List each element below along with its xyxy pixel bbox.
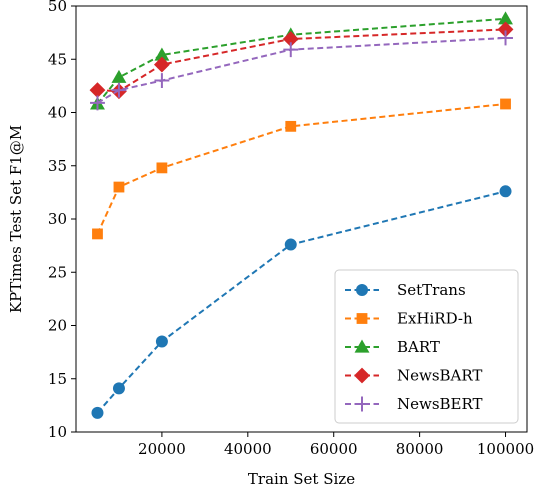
legend-marker [356, 284, 368, 296]
legend-label: NewsBERT [397, 395, 483, 413]
plot-area [89, 11, 514, 419]
y-tick-label: 30 [48, 210, 67, 228]
legend-marker [354, 367, 370, 384]
series-line [96, 36, 506, 104]
y-tick-label: 50 [48, 0, 67, 15]
x-tick-label: 80000 [396, 440, 444, 458]
legend-entry: BART [345, 338, 440, 356]
data-point [284, 238, 297, 251]
y-tick-label: 25 [48, 263, 67, 281]
x-tick-label: 100000 [477, 440, 534, 458]
data-point [499, 185, 512, 198]
series-newsbert [90, 30, 513, 111]
y-tick-label: 10 [48, 423, 67, 441]
legend-entry: ExHiRD-h [345, 310, 473, 328]
series-line [96, 17, 506, 105]
data-point [498, 11, 513, 25]
data-point [154, 73, 170, 88]
legend-marker [354, 339, 370, 353]
data-point [113, 181, 125, 193]
legend: SetTrans ExHiRD-h BART NewsBART NewsBERT [334, 269, 519, 424]
data-point [500, 98, 511, 110]
data-point [90, 95, 105, 111]
data-point [92, 228, 103, 240]
data-point [156, 162, 168, 174]
y-tick-label: 15 [48, 370, 67, 388]
data-point [112, 382, 125, 395]
series-settrans [91, 185, 512, 419]
x-tick-label: 20000 [138, 440, 186, 458]
axes: 20000 40000 60000 80000 100000 10 15 20 25 30 35 40… [7, 0, 534, 488]
x-tick-label: 60000 [310, 440, 358, 458]
y-tick-label: 20 [48, 317, 67, 335]
data-point [285, 120, 297, 132]
legend-label: BART [397, 338, 440, 356]
legend-marker [356, 313, 368, 324]
data-point [111, 82, 127, 98]
legend-label: NewsBART [397, 367, 482, 385]
data-point [283, 42, 299, 58]
data-point [89, 82, 106, 99]
legend-label: ExHiRD-h [397, 310, 473, 328]
data-point [153, 56, 170, 73]
x-tick-label: 40000 [224, 440, 272, 458]
legend-label: SetTrans [397, 281, 466, 299]
x-axis-title: Train Set Size [248, 470, 355, 488]
data-point [111, 69, 127, 83]
data-point [498, 30, 513, 46]
data-point [154, 47, 170, 61]
y-axis-title: KPTimes Test Set F1@M [7, 125, 25, 313]
data-point [282, 31, 299, 47]
legend-entry: NewsBART [345, 367, 482, 385]
legend-entry: SetTrans [345, 281, 466, 299]
series-bart [90, 11, 513, 110]
legend-marker [354, 396, 370, 412]
legend-entry: NewsBERT [345, 395, 483, 413]
series-exhird-h [92, 98, 511, 240]
y-tick-label: 40 [48, 104, 67, 122]
data-point [497, 21, 514, 38]
y-tick-label: 35 [48, 157, 67, 175]
data-point [91, 406, 104, 419]
data-point [155, 335, 168, 348]
legend-box [334, 269, 519, 424]
y-tick-label: 45 [48, 50, 67, 68]
